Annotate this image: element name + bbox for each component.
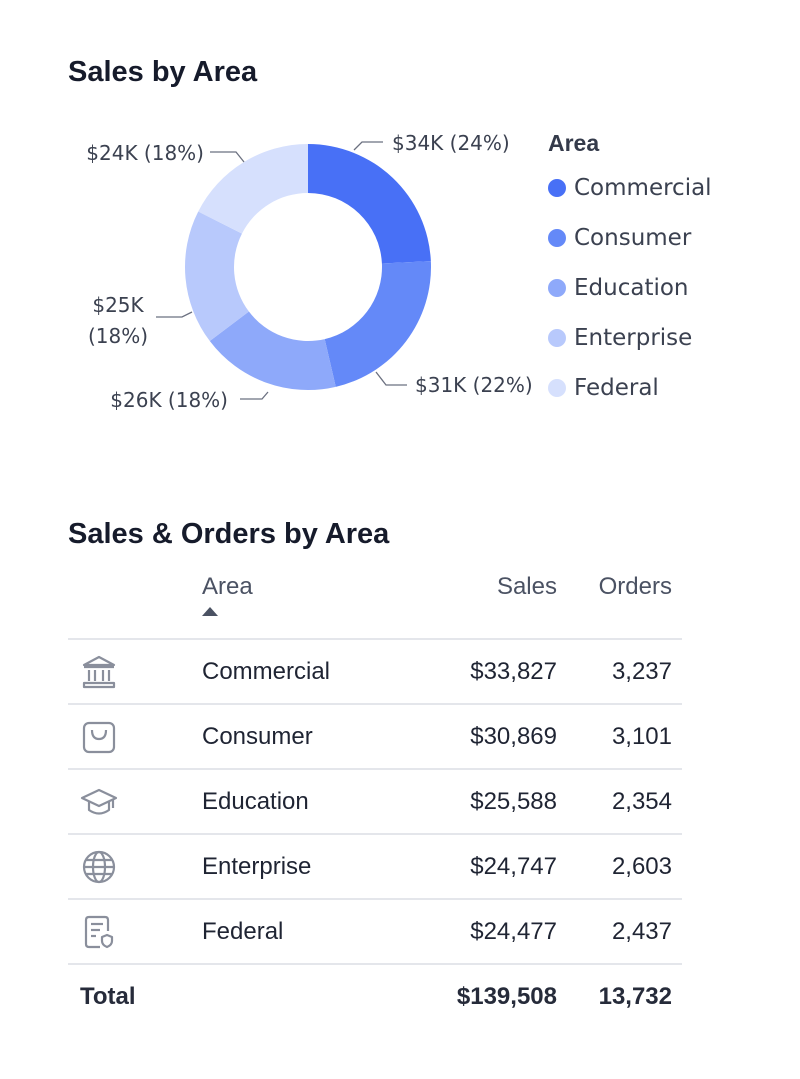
total-sales: $139,508 — [386, 963, 561, 1028]
donut-slice-education[interactable] — [209, 311, 336, 390]
legend-label: Commercial — [574, 175, 712, 201]
cell-orders: 3,101 — [561, 703, 682, 769]
sales-orders-table: Area Sales Orders Commercial $33,827 3,2… — [68, 565, 682, 1028]
data-label: $26K (18%) — [110, 388, 228, 412]
total-row: Total $139,508 13,732 — [68, 963, 682, 1028]
leader-line — [353, 141, 383, 151]
legend-label: Education — [574, 275, 689, 301]
cell-orders: 2,437 — [561, 898, 682, 964]
sort-ascending-icon[interactable] — [202, 607, 218, 616]
leader-line — [240, 391, 269, 400]
table-row[interactable]: Federal $24,477 2,437 — [68, 898, 682, 964]
chart-title: Sales by Area — [68, 56, 258, 88]
cell-area: Education — [201, 768, 386, 834]
cell-area: Federal — [201, 898, 386, 964]
shopping-bag-icon — [68, 703, 201, 769]
table-row[interactable]: Commercial $33,827 3,237 — [68, 638, 682, 704]
leader-line — [375, 371, 407, 386]
legend-dot — [548, 229, 566, 247]
legend-item-enterprise[interactable]: Enterprise — [548, 313, 712, 363]
donut-slice-enterprise[interactable] — [185, 211, 249, 342]
data-label: $31K (22%) — [415, 373, 533, 397]
cell-orders: 2,603 — [561, 833, 682, 899]
legend-item-commercial[interactable]: Commercial — [548, 163, 712, 213]
table-row[interactable]: Education $25,588 2,354 — [68, 768, 682, 834]
legend-dot — [548, 379, 566, 397]
icon-column-header — [68, 565, 201, 639]
graduation-cap-icon — [68, 768, 201, 834]
table-row[interactable]: Consumer $30,869 3,101 — [68, 703, 682, 769]
cell-sales: $25,588 — [386, 768, 561, 834]
cell-area: Enterprise — [201, 833, 386, 899]
sales-column-header[interactable]: Sales — [496, 573, 557, 600]
table-title: Sales & Orders by Area — [68, 518, 390, 550]
cell-orders: 2,354 — [561, 768, 682, 834]
total-label: Total — [68, 963, 386, 1028]
cell-sales: $33,827 — [386, 638, 561, 704]
donut-chart: $34K (24%) $31K (22%) $26K (18%) $25K (18%) $… — [86, 131, 533, 412]
table-row[interactable]: Enterprise $24,747 2,603 — [68, 833, 682, 899]
legend-item-education[interactable]: Education — [548, 263, 712, 313]
leader-line — [210, 151, 245, 163]
data-label: $25K (18%) — [88, 293, 148, 348]
cell-area: Commercial — [201, 638, 386, 704]
cell-area: Consumer — [201, 703, 386, 769]
cell-sales: $24,747 — [386, 833, 561, 899]
legend-title: Area — [548, 130, 600, 156]
document-shield-icon — [68, 898, 201, 964]
legend-dot — [548, 279, 566, 297]
data-label: $24K (18%) — [86, 141, 204, 165]
donut-slice-commercial[interactable] — [308, 144, 431, 264]
legend-dot — [548, 179, 566, 197]
cell-sales: $24,477 — [386, 898, 561, 964]
orders-column-header[interactable]: Orders — [598, 573, 672, 600]
chart-legend: Area Commercial Consumer Education Enter… — [548, 130, 712, 413]
legend-label: Federal — [574, 375, 659, 401]
legend-label: Enterprise — [574, 325, 693, 351]
data-label: $34K (24%) — [392, 131, 510, 155]
legend-dot — [548, 329, 566, 347]
cell-sales: $30,869 — [386, 703, 561, 769]
area-header-label: Area — [202, 573, 253, 600]
area-column-header[interactable]: Area — [201, 565, 386, 639]
legend-label: Consumer — [574, 225, 692, 251]
globe-icon — [68, 833, 201, 899]
donut-slice-consumer[interactable] — [324, 261, 431, 387]
bank-icon — [68, 638, 201, 704]
legend-item-federal[interactable]: Federal — [548, 363, 712, 413]
legend-item-consumer[interactable]: Consumer — [548, 213, 712, 263]
cell-orders: 3,237 — [561, 638, 682, 704]
donut-slice-federal[interactable] — [198, 144, 308, 234]
total-orders: 13,732 — [561, 963, 682, 1028]
leader-line — [156, 311, 193, 318]
